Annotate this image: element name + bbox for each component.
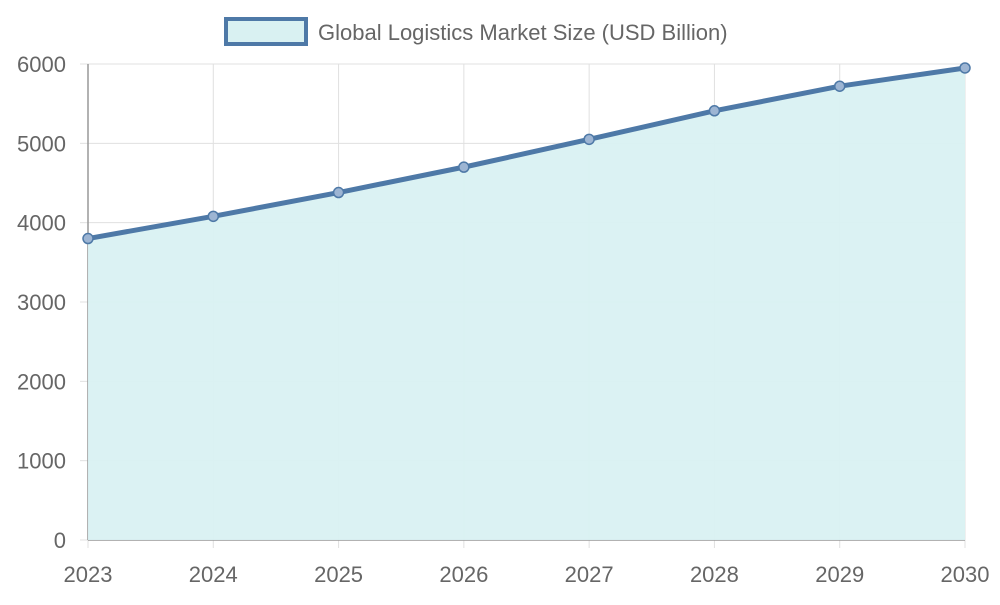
y-tick-label: 3000 <box>17 290 66 315</box>
x-tick-label: 2029 <box>815 562 864 587</box>
data-point <box>458 161 470 173</box>
data-point <box>708 105 721 117</box>
legend-label[interactable]: Global Logistics Market Size (USD Billio… <box>318 20 728 45</box>
y-tick-label: 1000 <box>17 449 66 474</box>
x-tick-label: 2030 <box>941 562 990 587</box>
y-tick-label: 2000 <box>17 369 66 394</box>
x-tick-label: 2028 <box>690 562 739 587</box>
x-tick-label: 2023 <box>64 562 113 587</box>
legend-swatch[interactable] <box>224 17 308 46</box>
data-point <box>583 133 595 146</box>
series-line <box>87 65 966 241</box>
data-point <box>82 232 94 245</box>
data-point <box>207 210 220 223</box>
x-tick-label: 2024 <box>189 562 238 587</box>
y-tick-label: 6000 <box>17 52 66 77</box>
legend[interactable]: Global Logistics Market Size (USD Billio… <box>224 17 728 46</box>
data-point <box>959 62 971 74</box>
y-axis: 0 1000 2000 3000 4000 5000 6000 <box>17 52 66 553</box>
series-area <box>88 67 965 540</box>
y-tick-label: 0 <box>54 528 66 553</box>
x-tick-label: 2027 <box>565 562 614 587</box>
data-point <box>332 186 345 199</box>
y-tick-label: 4000 <box>17 211 66 236</box>
data-point <box>833 80 846 92</box>
x-axis: 2023 2024 2025 2026 2027 2028 2029 2030 <box>64 562 990 587</box>
x-tick-label: 2025 <box>314 562 363 587</box>
y-tick-label: 5000 <box>17 131 66 156</box>
data-points <box>82 62 971 245</box>
x-tick-label: 2026 <box>439 562 488 587</box>
